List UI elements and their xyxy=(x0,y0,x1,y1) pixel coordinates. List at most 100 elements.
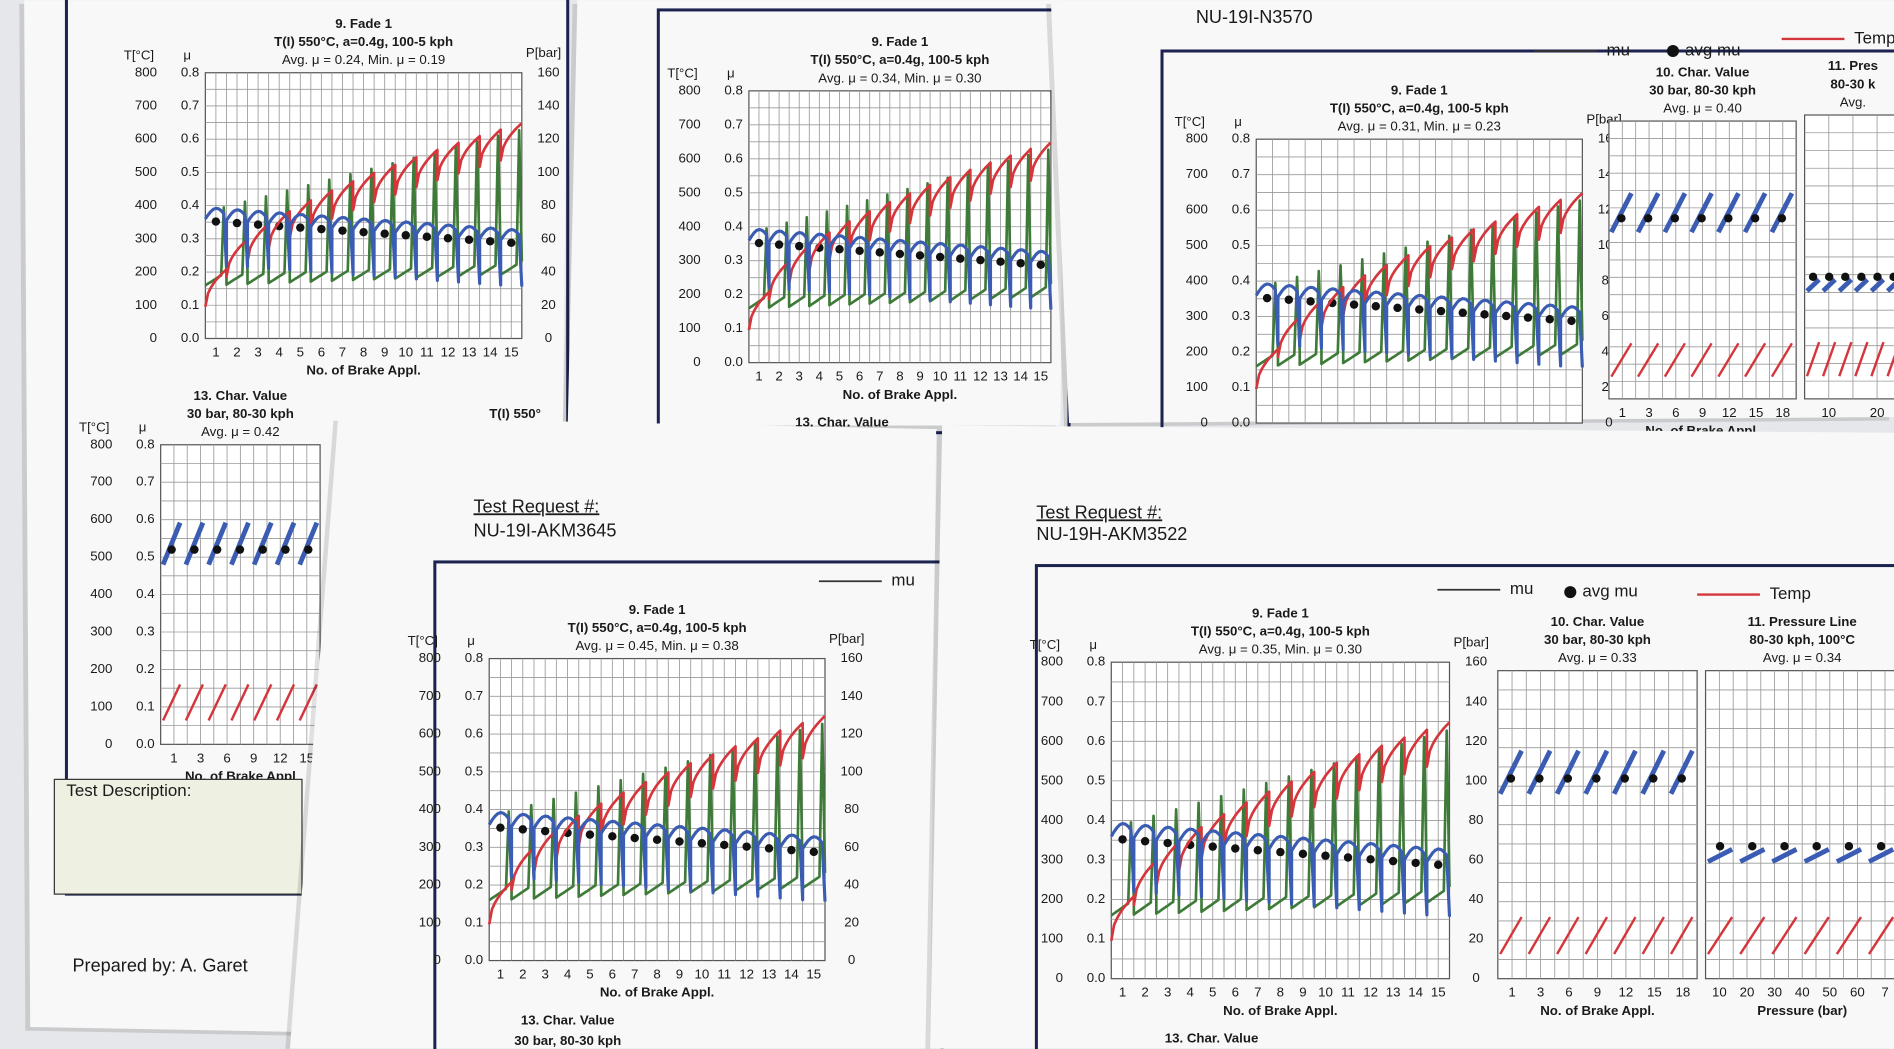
mu-tick-label: 0.0 xyxy=(136,736,154,751)
x-tick-label: 10 xyxy=(933,369,948,384)
avg-dot xyxy=(212,545,222,554)
mu-axis-label: μ xyxy=(183,47,191,62)
t-tick-label: 200 xyxy=(135,264,157,279)
trace xyxy=(1613,916,1637,955)
avg-dot xyxy=(1649,774,1658,783)
avg-dot xyxy=(754,238,764,248)
avg-dot xyxy=(1502,311,1511,321)
trace xyxy=(1499,916,1523,955)
mu-tick-label: 0.4 xyxy=(465,801,483,816)
x-tick-label: 3 xyxy=(1645,405,1652,420)
x-axis-label: No. of Brake Appl. xyxy=(1223,1003,1338,1018)
mu-tick-label: 0.5 xyxy=(1087,772,1105,787)
x-tick-label: 8 xyxy=(360,344,367,359)
legend-dot xyxy=(1666,44,1679,58)
t-tick-label: 500 xyxy=(1041,772,1063,787)
trace xyxy=(1739,847,1766,864)
trace xyxy=(1637,342,1660,378)
p-tick-label: 80 xyxy=(541,197,556,212)
note-text: 13. Char. Value xyxy=(795,415,889,430)
avg-dot xyxy=(976,255,985,265)
trace xyxy=(747,227,1053,310)
avg-dot xyxy=(935,252,945,262)
avg-dot xyxy=(1844,841,1854,851)
t-tick-label: 200 xyxy=(1041,891,1063,906)
avg-dot xyxy=(895,249,905,259)
note-text: 30 bar, 80-30 kph xyxy=(514,1033,621,1048)
p-tick-label: 40 xyxy=(1469,891,1484,906)
trace xyxy=(1254,282,1584,368)
trace xyxy=(160,521,183,566)
avg-dot xyxy=(764,844,774,853)
x-axis-label: No. of Brake Appl. xyxy=(600,985,715,1000)
mu-tick-label: 0.0 xyxy=(465,952,483,967)
avg-dot xyxy=(1411,858,1420,868)
header-text: NU-19H-AKM3522 xyxy=(1036,524,1187,544)
trace xyxy=(1706,847,1734,864)
x-tick-label: 14 xyxy=(483,344,498,359)
t-tick-label: 200 xyxy=(419,877,441,892)
mu-tick-label: 0.3 xyxy=(181,230,199,245)
mu-tick-label: 0.0 xyxy=(724,354,742,369)
t-tick-label: 700 xyxy=(1186,166,1208,181)
sheet-frame xyxy=(1034,564,1894,1049)
x-tick-label: 15 xyxy=(1431,985,1446,1000)
trace xyxy=(1556,916,1580,955)
x-tick-label: 1 xyxy=(212,344,219,359)
x-tick-label: 20 xyxy=(1870,405,1885,420)
t-tick-label: 400 xyxy=(135,197,157,212)
trace xyxy=(1690,342,1713,378)
trace xyxy=(1668,749,1695,795)
avg-dot xyxy=(1715,841,1725,851)
avg-dot xyxy=(835,245,844,254)
x-tick-label: 4 xyxy=(1186,985,1193,1000)
x-tick-label: 8 xyxy=(1277,985,1284,1000)
avg-dot xyxy=(1208,842,1217,851)
description-box xyxy=(53,778,303,895)
avg-dot xyxy=(585,830,595,839)
mu-axis-label: μ xyxy=(727,65,735,80)
mu-tick-label: 0.1 xyxy=(1232,379,1250,394)
paper-sheet: Test Request #:NU-19H-AKM3522 mu avg mu Tem… xyxy=(925,425,1894,1049)
x-tick-label: 5 xyxy=(1209,985,1216,1000)
mu-tick-label: 0.0 xyxy=(1232,415,1250,430)
mu-tick-label: 0.3 xyxy=(724,252,742,267)
panel-title: T(I) 550°C, a=0.4g, 100-5 kph xyxy=(274,34,453,49)
avg-dot xyxy=(518,825,528,834)
trace xyxy=(1838,341,1853,377)
avg-dot xyxy=(855,246,864,256)
avg-dot xyxy=(1889,272,1894,282)
trace xyxy=(1771,847,1798,864)
trace xyxy=(204,128,524,287)
p-tick-label: 160 xyxy=(841,650,863,665)
p-tick-label: 100 xyxy=(841,763,863,778)
avg-dot xyxy=(1371,302,1381,311)
trace xyxy=(274,521,297,566)
mu-tick-label: 0.4 xyxy=(1232,273,1250,288)
avg-dot xyxy=(1253,846,1263,855)
panel-title: Avg. μ = 0.45, Min. μ = 0.38 xyxy=(575,638,738,653)
trace xyxy=(1803,916,1830,955)
x-tick-label: 3 xyxy=(197,750,204,765)
t-tick-label: 200 xyxy=(678,286,700,301)
trace xyxy=(1770,342,1793,378)
mu-tick-label: 0.6 xyxy=(724,150,742,165)
avg-dot xyxy=(1284,295,1294,304)
p-tick-label: 140 xyxy=(537,97,559,112)
header-text: Test Request #: xyxy=(474,496,600,516)
x-tick-label: 7 xyxy=(876,369,883,384)
avg-dot xyxy=(540,826,550,836)
avg-dot xyxy=(1393,303,1402,313)
panel-title: 30 bar, 80-30 kph xyxy=(1649,82,1756,97)
trace xyxy=(1640,749,1667,795)
avg-dot xyxy=(1306,297,1315,306)
avg-dot xyxy=(1545,314,1554,324)
panel-title: T(I) 550°C, a=0.4g, 100-5 kph xyxy=(810,52,989,67)
avg-dot xyxy=(1876,841,1886,851)
avg-dot xyxy=(1276,847,1285,857)
mu-tick-label: 0.2 xyxy=(1087,891,1105,906)
avg-dot xyxy=(1366,855,1375,864)
x-tick-label: 9 xyxy=(1699,405,1706,420)
avg-dot xyxy=(281,545,290,554)
trace xyxy=(1610,342,1633,378)
